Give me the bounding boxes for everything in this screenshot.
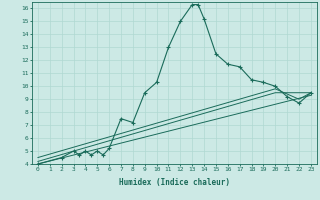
X-axis label: Humidex (Indice chaleur): Humidex (Indice chaleur) [119, 178, 230, 187]
